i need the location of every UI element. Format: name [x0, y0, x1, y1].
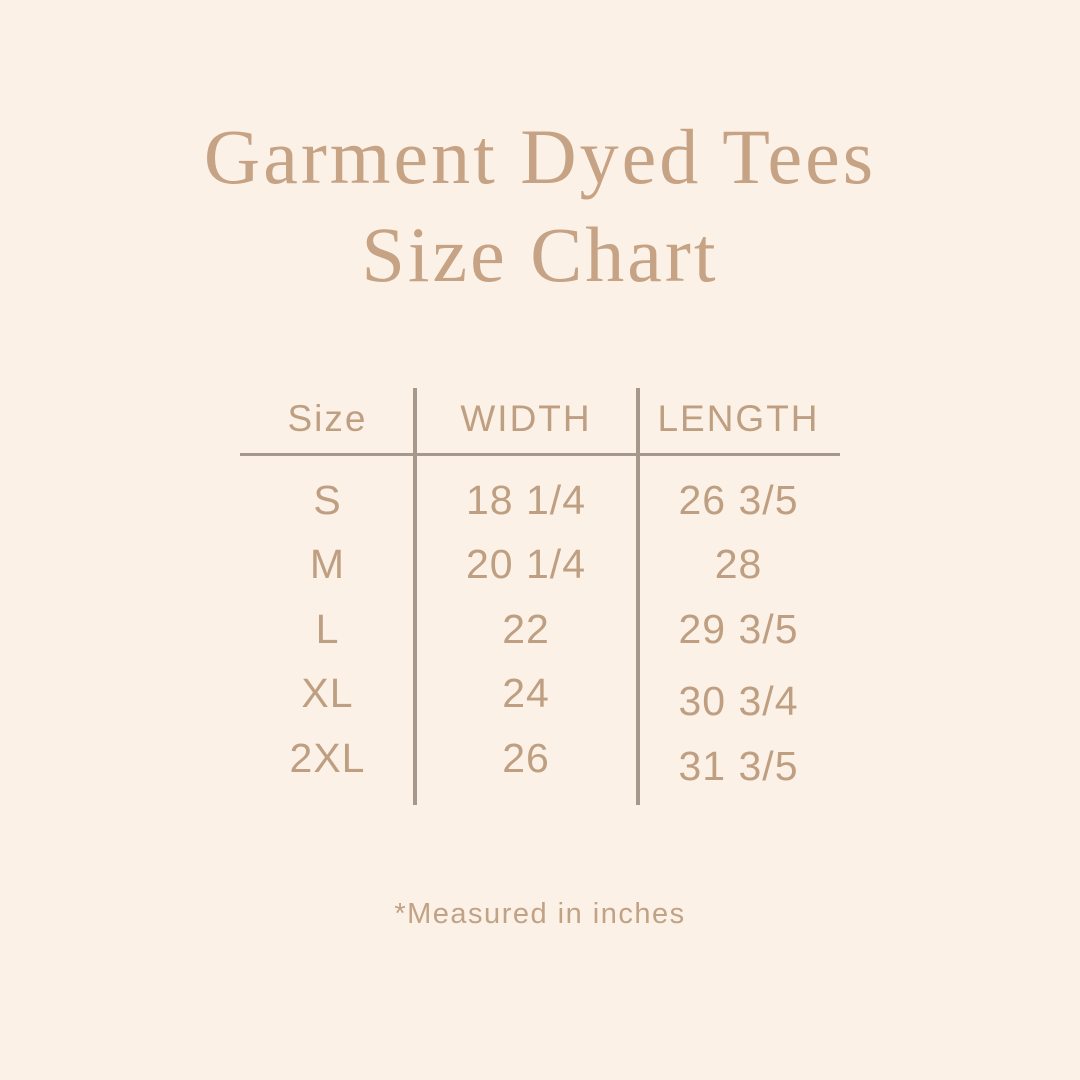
size-table: Size WIDTH LENGTH S 18 1/4 26 3/5 M 20 1…: [240, 385, 840, 807]
size-label: M: [309, 541, 346, 588]
length-value: 26 3/5: [678, 476, 799, 523]
header-divider-line: [240, 453, 840, 456]
width-value: 22: [502, 605, 550, 652]
width-value: 26: [502, 734, 550, 781]
column-divider-line-2: [636, 388, 640, 805]
table-row-2xl: 2XL 26 31 3/5: [240, 726, 840, 791]
page-title: Garment Dyed Tees Size Chart: [0, 108, 1080, 304]
table-row-l: L 22 29 3/5: [240, 597, 840, 662]
size-label: 2XL: [289, 734, 366, 781]
length-value: 31 3/5: [678, 742, 799, 789]
width-value: 20 1/4: [466, 541, 586, 588]
length-value: 28: [714, 541, 763, 588]
table-body: S 18 1/4 26 3/5 M 20 1/4 28 L 22 29 3/5 …: [240, 468, 840, 791]
table-header-row: Size WIDTH LENGTH: [240, 385, 840, 453]
page-title-line-1: Garment Dyed Tees: [203, 113, 877, 200]
table-row-s: S 18 1/4 26 3/5: [240, 468, 840, 533]
column-header-length: LENGTH: [657, 398, 820, 439]
table-row-xl: XL 24 30 3/4: [240, 662, 840, 727]
page-title-line-2: Size Chart: [361, 211, 719, 298]
size-label: L: [315, 605, 340, 652]
table-row-m: M 20 1/4 28: [240, 533, 840, 598]
measurement-units-note: *Measured in inches: [394, 898, 686, 930]
length-value: 30 3/4: [678, 678, 799, 725]
width-value: 24: [502, 670, 550, 717]
size-label: S: [313, 476, 342, 523]
size-label: XL: [301, 670, 354, 717]
length-value: 29 3/5: [678, 605, 799, 652]
column-header-size: Size: [287, 398, 368, 439]
width-value: 18 1/4: [466, 476, 586, 523]
column-divider-line-1: [413, 388, 417, 805]
column-header-width: WIDTH: [460, 398, 592, 439]
